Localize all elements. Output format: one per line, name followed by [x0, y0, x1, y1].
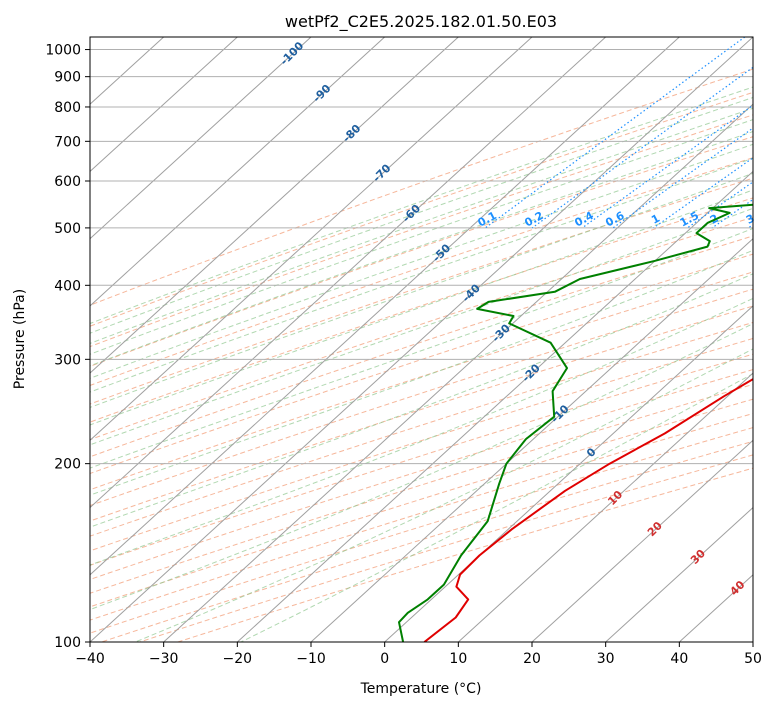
moist-adiabat-line: [90, 130, 753, 367]
moist-adiabat-line: [90, 172, 753, 408]
isotherm-grid: [90, 37, 753, 642]
x-tick-label: −10: [296, 651, 326, 667]
isotherm-line: [90, 37, 312, 240]
x-tick-label: 0: [380, 651, 389, 667]
x-tick-label: 30: [597, 651, 615, 667]
dry-adiabat-line: [90, 114, 753, 348]
isotherm-line: [90, 37, 607, 509]
mixing-ratio-line: [531, 66, 753, 229]
y-tick-label: 200: [54, 457, 81, 473]
isotherm-line: [531, 439, 753, 642]
mixing-ratio-lines: [484, 37, 753, 229]
isotherm-line: [90, 37, 680, 576]
dry-adiabat-line: [90, 321, 753, 537]
y-tick-label: 500: [54, 221, 81, 237]
dry-adiabat-line: [90, 305, 753, 522]
x-tick-label: 50: [744, 651, 762, 667]
mixing-ratio-line: [653, 157, 753, 229]
isotherm-line: [457, 372, 753, 642]
isotherm-line: [90, 37, 238, 173]
y-tick-label: 1000: [45, 43, 81, 59]
moist-adiabat-line: [90, 86, 753, 325]
isotherm-line: [310, 237, 753, 642]
isotherm-line: [236, 170, 753, 642]
moist-adiabat-line: [90, 207, 753, 446]
dry-adiabat-line: [90, 177, 753, 405]
isotherm-line: [90, 37, 459, 374]
y-tick-label: 600: [54, 174, 81, 190]
x-tick-label: 10: [449, 651, 467, 667]
moist-adiabat-line: [90, 189, 753, 426]
y-tick-label: 300: [54, 352, 81, 368]
y-axis-ticks: 100 200 300 400 500 600 700 800 900 1000: [45, 43, 90, 651]
moist-adiabat-line: [90, 107, 753, 345]
y-tick-label: 700: [54, 134, 81, 150]
x-tick-label: −40: [75, 651, 105, 667]
temperature-profile-line: [423, 377, 753, 642]
dry-adiabat-line: [90, 337, 753, 552]
dry-adiabat-line: [90, 353, 753, 566]
chart-title: wetPf2_C2E5.2025.182.01.50.E03: [285, 12, 557, 32]
isotherm-line: [90, 37, 533, 442]
sounding-series: [398, 203, 753, 642]
moist-adiabat-line: [240, 373, 753, 642]
isotherm-line: [90, 37, 753, 642]
y-axis-label: Pressure (hPa): [12, 289, 28, 389]
x-tick-label: 40: [670, 651, 688, 667]
moist-adiabat-line: [90, 143, 753, 379]
dry-adiabat-line: [90, 68, 753, 306]
moist-adiabats: [90, 86, 753, 642]
isotherm-line: [90, 37, 386, 307]
y-tick-label: 900: [54, 70, 81, 86]
y-tick-label: 100: [54, 635, 81, 651]
dry-adiabat-line: [90, 369, 753, 580]
mixing-ratio-line: [484, 37, 746, 229]
moist-adiabat-line: [90, 323, 753, 611]
isotherm-line: [384, 305, 753, 642]
x-axis-ticks: −40 −30 −20 −10 0 10 20 30 40 50: [75, 642, 762, 667]
moist-adiabat-line: [90, 227, 753, 469]
moist-adiabat-line: [90, 96, 753, 334]
isotherm-line: [605, 506, 753, 642]
moist-adiabat-line: [90, 273, 753, 528]
x-tick-label: −30: [149, 651, 179, 667]
dewpoint-profile-line: [398, 203, 753, 642]
x-axis-label: Temperature (°C): [360, 681, 482, 697]
x-tick-label: −20: [223, 651, 253, 667]
y-tick-label: 800: [54, 100, 81, 116]
y-tick-label: 400: [54, 278, 81, 294]
moist-adiabat-line: [90, 297, 753, 566]
moist-adiabat-line: [90, 119, 753, 355]
isotherm-line: [752, 641, 753, 642]
x-tick-label: 20: [523, 651, 541, 667]
isotherm-line: [163, 103, 753, 642]
plot-frame: [89, 36, 754, 643]
